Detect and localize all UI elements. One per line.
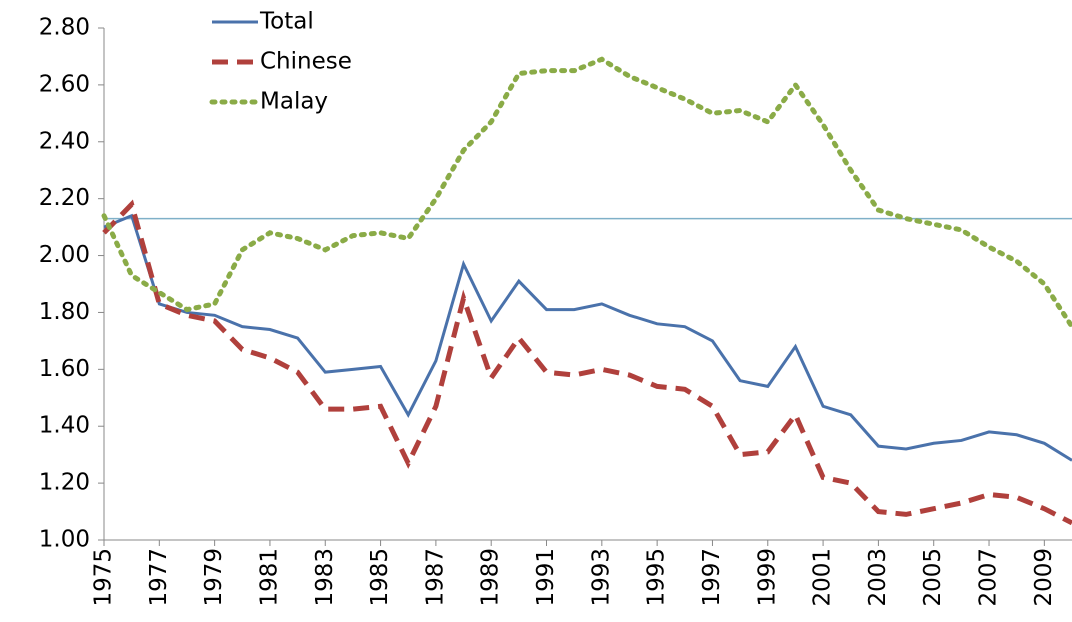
series-line <box>101 56 1072 330</box>
legend-label: Chinese <box>260 49 352 75</box>
x-tick-label: 1999 <box>754 548 780 607</box>
series-line <box>102 199 1072 526</box>
x-tick-label: 2003 <box>865 548 891 607</box>
y-tick-label: 1.60 <box>39 356 90 382</box>
legend-label: Malay <box>260 89 328 115</box>
x-tick-label: 2009 <box>1031 548 1057 607</box>
x-tick-label: 2001 <box>810 548 836 607</box>
y-tick-label: 1.00 <box>39 527 90 553</box>
legend-label: Total <box>259 9 314 35</box>
x-tick-label: 1977 <box>146 548 172 607</box>
x-tick-label: 1997 <box>699 548 725 607</box>
x-tick-label: 1993 <box>588 548 614 607</box>
x-tick-label: 2007 <box>976 548 1002 607</box>
series-line <box>103 213 1072 462</box>
x-tick-label: 1995 <box>644 548 670 607</box>
x-tick-label: 1985 <box>367 548 393 607</box>
x-tick-label: 1981 <box>256 548 282 607</box>
y-tick-label: 2.60 <box>39 71 90 97</box>
x-tick-label: 1991 <box>533 548 559 607</box>
x-tick-label: 1989 <box>478 548 504 607</box>
y-tick-label: 2.40 <box>39 128 90 154</box>
y-tick-label: 2.80 <box>39 15 90 41</box>
x-tick-label: 1979 <box>201 548 227 607</box>
x-tick-label: 1983 <box>312 548 338 607</box>
y-tick-label: 1.40 <box>39 413 90 439</box>
x-tick-label: 1987 <box>422 548 448 607</box>
y-tick-label: 1.80 <box>39 299 90 325</box>
x-tick-label: 2005 <box>920 548 946 607</box>
y-tick-label: 2.20 <box>39 185 90 211</box>
y-tick-label: 2.00 <box>39 242 90 268</box>
x-tick-label: 1975 <box>91 548 117 607</box>
y-tick-label: 1.20 <box>39 470 90 496</box>
